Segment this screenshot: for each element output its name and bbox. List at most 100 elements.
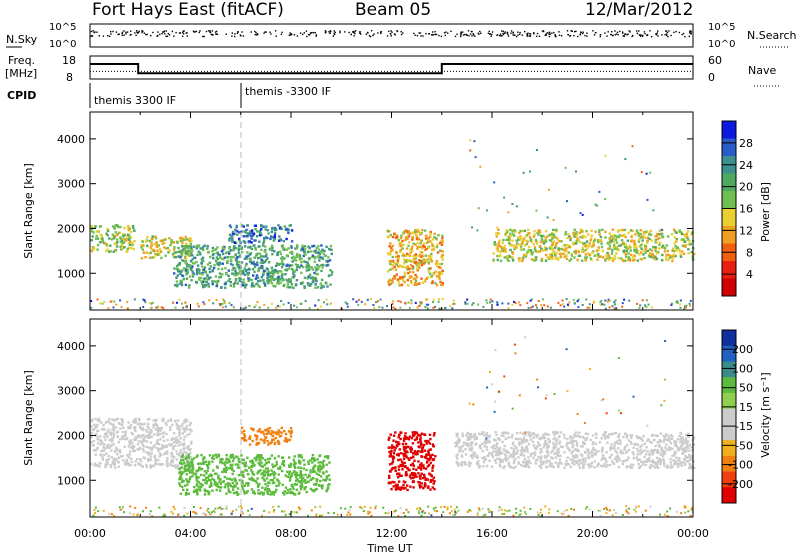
data-cell — [238, 474, 240, 476]
noise-point — [514, 35, 515, 36]
noise-point — [600, 36, 601, 37]
data-cell — [642, 435, 644, 437]
noise-tick-left-bottom: 10^0 — [49, 39, 76, 50]
data-cell — [191, 475, 193, 477]
data-cell — [169, 429, 171, 431]
ground-scatter — [593, 300, 595, 302]
data-cell — [231, 235, 233, 237]
data-cell — [682, 245, 684, 247]
data-cell — [531, 253, 533, 255]
noise-point — [401, 31, 402, 32]
data-cell — [226, 251, 228, 253]
data-cell — [516, 242, 518, 244]
data-cell — [432, 238, 434, 240]
data-cell — [263, 240, 265, 242]
data-cell — [205, 271, 207, 273]
data-cell — [255, 248, 257, 250]
noise-point — [134, 32, 135, 33]
data-cell — [390, 434, 392, 436]
data-cell — [280, 239, 282, 241]
ground-scatter — [216, 299, 218, 301]
data-cell — [195, 281, 197, 283]
data-cell — [225, 454, 227, 456]
data-cell — [428, 257, 430, 259]
data-cell — [575, 240, 577, 242]
beam-label: Beam 05 — [355, 0, 431, 20]
sparse-point — [529, 171, 531, 173]
noise-point — [542, 31, 543, 32]
data-cell — [282, 247, 284, 249]
data-cell — [185, 269, 187, 271]
data-cell — [119, 226, 121, 228]
data-cell — [408, 235, 410, 237]
data-cell — [155, 428, 157, 430]
data-cell — [627, 252, 629, 254]
ground-scatter — [242, 308, 244, 310]
data-cell — [656, 258, 658, 260]
data-cell — [105, 433, 107, 435]
data-cell — [572, 242, 574, 244]
ground-scatter — [212, 302, 214, 304]
nave-tick-bottom: 0 — [708, 71, 715, 84]
noise-point — [513, 32, 514, 33]
noise-point — [380, 33, 381, 34]
data-cell — [627, 240, 629, 242]
noise-point — [468, 35, 469, 36]
data-cell — [182, 423, 184, 425]
data-cell — [567, 457, 569, 459]
data-cell — [677, 466, 679, 468]
data-cell — [681, 238, 683, 240]
data-cell — [400, 235, 402, 237]
data-cell — [401, 284, 403, 286]
noise-point — [435, 34, 436, 35]
ground-scatter — [161, 306, 163, 308]
ground-scatter — [432, 301, 434, 303]
noise-point — [548, 33, 549, 34]
noise-point — [611, 31, 612, 32]
data-cell — [189, 429, 191, 431]
data-cell — [606, 442, 608, 444]
data-cell — [253, 474, 255, 476]
data-cell — [320, 283, 322, 285]
data-cell — [400, 245, 402, 247]
noise-point — [372, 35, 373, 36]
data-cell — [278, 455, 280, 457]
data-cell — [412, 442, 414, 444]
noise-point — [480, 33, 481, 34]
data-cell — [578, 251, 580, 253]
ground-scatter — [225, 306, 227, 308]
data-cell — [317, 286, 319, 288]
data-cell — [627, 232, 629, 234]
data-cell — [519, 230, 521, 232]
data-cell — [258, 241, 260, 243]
data-cell — [536, 242, 538, 244]
noise-point — [471, 31, 472, 32]
sparse-point — [493, 181, 495, 183]
data-cell — [562, 253, 564, 255]
data-cell — [155, 423, 157, 425]
data-cell — [184, 418, 186, 420]
data-cell — [618, 257, 620, 259]
ground-scatter — [392, 300, 394, 302]
data-cell — [522, 257, 524, 259]
data-cell — [179, 437, 181, 439]
data-cell — [408, 268, 410, 270]
ground-scatter — [636, 303, 638, 305]
cpid-segment-2: themis -3300 IF — [245, 85, 331, 98]
data-cell — [413, 258, 415, 260]
noise-point — [110, 33, 111, 34]
data-cell — [232, 231, 234, 233]
noise-point — [668, 30, 669, 31]
data-cell — [175, 277, 177, 279]
data-cell — [179, 273, 181, 275]
data-cell — [314, 261, 316, 263]
data-cell — [415, 234, 417, 236]
data-cell — [122, 455, 124, 457]
noise-point — [289, 35, 290, 36]
data-cell — [112, 225, 114, 227]
data-cell — [584, 245, 586, 247]
ground-scatter — [120, 306, 122, 308]
data-cell — [188, 247, 190, 249]
data-cell — [154, 462, 156, 464]
ground-scatter — [248, 305, 250, 307]
